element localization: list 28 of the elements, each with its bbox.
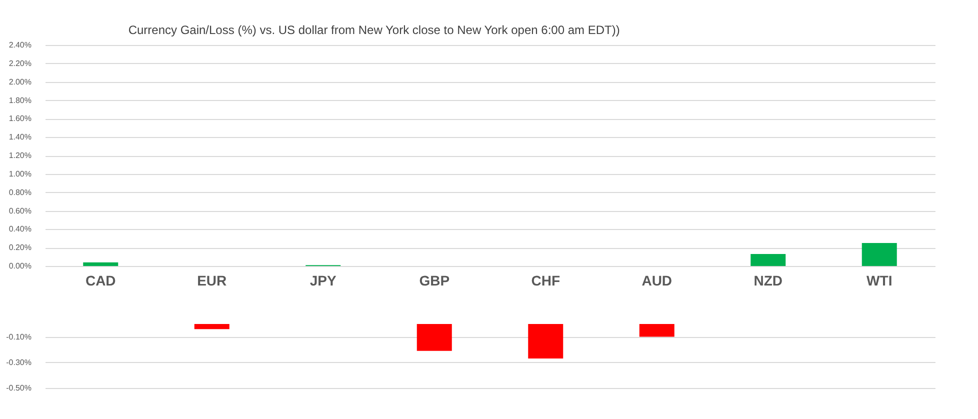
x-tick-label: WTI	[866, 272, 892, 288]
y-tick-label: 1.60%	[8, 114, 32, 124]
y-tick-label: 0.60%	[8, 206, 32, 216]
y-tick-label: 1.40%	[8, 132, 32, 142]
y-tick-label: 2.20%	[8, 58, 32, 68]
x-tick-label: JPY	[310, 272, 338, 288]
y-tick-label: 0.20%	[8, 243, 32, 252]
x-tick-label: GBP	[419, 272, 450, 288]
y-tick-label: 1.20%	[8, 151, 32, 160]
y-tick-label: -0.50%	[6, 384, 32, 392]
y-tick-label: 0.80%	[8, 188, 32, 197]
bar	[750, 254, 786, 266]
y-tick-label: 2.00%	[8, 77, 32, 86]
y-tick-label: 1.00%	[8, 169, 32, 178]
chart-title: Currency Gain/Loss (%) vs. US dollar from New York close to New York open 6:00 am EDT))	[128, 23, 620, 37]
x-tick-label: NZD	[754, 272, 783, 288]
bar	[862, 242, 897, 266]
y-tick-label: 2.40%	[8, 40, 32, 50]
x-tick-label: CAD	[85, 272, 116, 288]
x-tick-label: EUR	[197, 272, 227, 288]
bar	[83, 262, 118, 266]
x-tick-label: CHF	[531, 272, 560, 288]
y-tick-label: -0.10%	[6, 332, 32, 342]
y-tick-label: 1.80%	[8, 96, 32, 105]
x-tick-label: AUD	[642, 272, 672, 288]
y-tick-label: 0.00%	[8, 262, 32, 270]
y-tick-label: -0.30%	[6, 358, 32, 367]
y-tick-label: 0.40%	[8, 224, 32, 234]
